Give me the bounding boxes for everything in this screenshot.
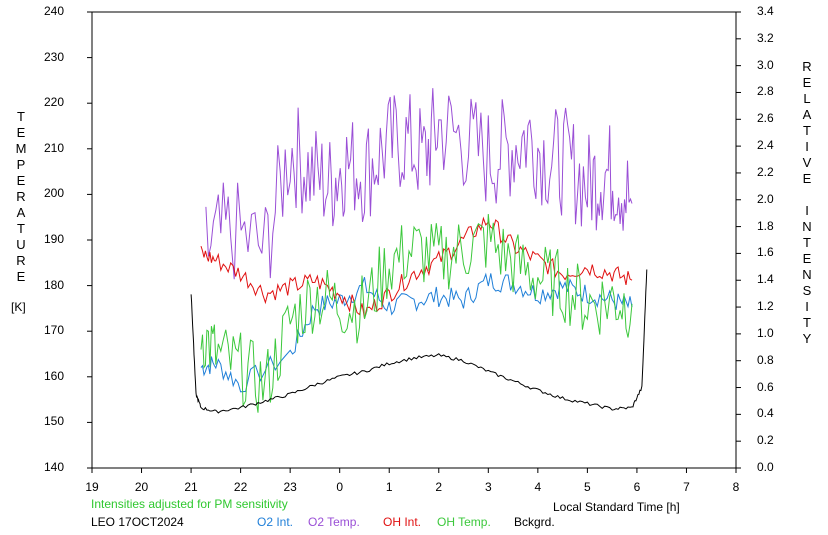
axis-title-letter: E: [802, 251, 812, 266]
right-tick-label: 3.2: [757, 30, 774, 45]
axis-title-letter: I: [805, 203, 809, 218]
left-tick-label: 200: [43, 186, 64, 201]
x-tick-label: 21: [184, 480, 198, 494]
right-tick-label: 0.6: [757, 379, 774, 394]
series-line-oh-int: [200, 216, 633, 319]
legend-item: Bckgrd.: [514, 515, 555, 529]
axis-title-letter: V: [802, 155, 812, 170]
legend-item: OH Temp.: [437, 515, 491, 529]
x-tick-label: 22: [233, 480, 248, 494]
axis-title-letter: I: [805, 299, 809, 314]
left-tick-label: 230: [43, 49, 64, 64]
x-tick-label: 5: [584, 480, 591, 494]
right-tick-label: 1.6: [757, 245, 774, 260]
axis-title-letter: U: [16, 237, 26, 252]
axis-title-letter: R: [16, 253, 26, 268]
axis-title-letter: T: [803, 123, 811, 138]
series-line-bckgrd: [190, 269, 648, 414]
x-tick-label: 23: [283, 480, 297, 494]
series-line-oh-temp: [200, 213, 633, 413]
station-date: LEO 17OCT2024: [91, 515, 184, 529]
axis-title-letter: R: [802, 59, 812, 74]
axis-title-letter: E: [802, 171, 812, 186]
axis-title-letter: R: [16, 189, 26, 204]
right-tick-label: 1.2: [757, 299, 774, 314]
left-tick-label: 220: [43, 95, 64, 110]
axis-title-letter: T: [17, 109, 25, 124]
axis-title-letter: E: [16, 125, 26, 140]
axis-title-letter: P: [16, 157, 26, 172]
axis-title-letter: I: [805, 139, 809, 154]
legend-item: O2 Int.: [257, 515, 294, 529]
right-tick-label: 0.8: [757, 352, 774, 367]
axis-title-letter: S: [802, 283, 812, 298]
right-tick-label: 2.2: [757, 164, 774, 179]
axis-title-letter: [800, 187, 814, 203]
right-tick-label: 3.0: [757, 57, 774, 72]
legend-item: OH Int.: [383, 515, 422, 529]
left-tick-label: 170: [43, 323, 64, 338]
axis-title-letter: A: [802, 107, 812, 122]
x-axis-label: Local Standard Time [h]: [553, 500, 680, 514]
right-tick-label: 2.0: [757, 191, 774, 206]
axis-title-letter: L: [803, 91, 811, 106]
left-tick-label: 210: [43, 140, 64, 155]
axis-title-letter: E: [16, 269, 26, 284]
sensitivity-note: Intensities adjusted for PM sensitivity: [91, 497, 288, 511]
right-tick-label: 2.8: [757, 84, 774, 99]
series-line-o2-temp: [205, 88, 633, 280]
x-tick-label: 19: [85, 480, 99, 494]
left-tick-label: 180: [43, 277, 64, 292]
right-tick-label: 1.8: [757, 218, 774, 233]
left-tick-label: 240: [43, 4, 64, 18]
x-tick-label: 8: [732, 480, 740, 494]
x-tick-label: 7: [683, 480, 690, 494]
left-tick-label: 190: [43, 232, 64, 246]
axis-title-letter: T: [803, 235, 811, 250]
x-tick-label: 3: [484, 480, 492, 494]
axis-ticks: [87, 11, 741, 473]
x-tick-label: 1: [385, 480, 393, 494]
axis-title-letter: T: [803, 315, 811, 330]
axis-title-letter: M: [15, 141, 27, 156]
right-tick-label: 0.2: [757, 433, 774, 448]
legend-item: O2 Temp.: [308, 515, 360, 529]
left-tick-label: 140: [43, 460, 64, 474]
series-layer: [190, 88, 648, 414]
right-tick-label: 1.4: [757, 272, 774, 287]
axis-title-letter: E: [16, 173, 26, 188]
axis-title-letter: A: [16, 205, 26, 220]
axis-title-letter: Y: [802, 331, 812, 346]
right-tick-label: 2.4: [757, 138, 774, 153]
axis-title-letter: N: [802, 219, 812, 234]
right-tick-label: 0.0: [757, 460, 774, 474]
right-tick-label: 0.4: [757, 406, 774, 421]
left-tick-label: 150: [43, 414, 64, 429]
left-tick-label: 160: [43, 368, 64, 383]
x-tick-label: 2: [435, 480, 443, 494]
left-axis-unit: [K]: [11, 300, 26, 314]
x-tick-label: 4: [534, 480, 542, 494]
x-tick-label: 20: [134, 480, 149, 494]
x-tick-label: 6: [633, 480, 641, 494]
right-tick-label: 3.4: [757, 4, 774, 18]
right-tick-label: 1.0: [757, 325, 774, 340]
right-tick-label: 2.6: [757, 111, 774, 126]
axis-title-letter: E: [802, 75, 812, 90]
plot-frame: [91, 11, 737, 469]
x-tick-label: 0: [336, 480, 344, 494]
axis-title-letter: N: [802, 267, 812, 282]
axis-title-letter: T: [17, 221, 25, 236]
